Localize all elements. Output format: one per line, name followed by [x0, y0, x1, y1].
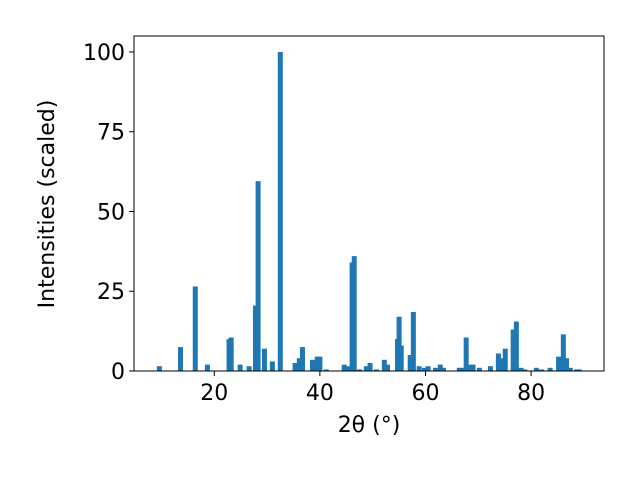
bar — [463, 337, 469, 371]
x-tick-label: 40 — [306, 381, 334, 406]
bar — [277, 51, 283, 371]
bar — [351, 256, 357, 371]
y-axis-label: Intensities (scaled) — [35, 100, 60, 309]
bar — [296, 358, 302, 371]
bar — [384, 364, 390, 371]
bar — [437, 364, 443, 371]
bar — [410, 311, 416, 371]
bar — [381, 359, 387, 371]
bar — [470, 364, 476, 371]
bar — [476, 367, 482, 371]
y-tick-label: 25 — [97, 280, 125, 305]
x-tick-label: 80 — [517, 381, 545, 406]
bar — [466, 364, 472, 371]
bar — [560, 334, 566, 371]
bar — [495, 353, 501, 371]
bar — [539, 369, 545, 371]
bar — [522, 369, 528, 371]
bar — [487, 366, 493, 371]
bar — [228, 337, 234, 371]
bar — [363, 366, 369, 371]
bar — [252, 305, 258, 371]
bar — [314, 356, 320, 371]
bar — [292, 363, 298, 371]
bar — [396, 316, 402, 371]
bar — [556, 356, 562, 371]
y-tick-label: 100 — [83, 41, 125, 66]
bar — [246, 366, 252, 371]
bar — [518, 367, 524, 371]
bar — [574, 369, 580, 371]
bar — [192, 286, 198, 371]
bar — [156, 366, 162, 371]
bar — [564, 358, 570, 371]
bar — [421, 367, 427, 371]
bar — [269, 361, 275, 371]
y-tick-label: 75 — [97, 121, 125, 146]
bar — [576, 369, 582, 371]
bar — [204, 364, 210, 371]
bar — [513, 321, 519, 371]
bar — [367, 363, 373, 371]
bar — [341, 364, 347, 371]
bar — [456, 367, 462, 371]
bar — [502, 348, 508, 371]
x-tick-label: 60 — [412, 381, 440, 406]
bar — [567, 367, 573, 371]
bar — [255, 181, 261, 371]
bar — [459, 367, 465, 371]
bar — [317, 356, 323, 371]
bar — [261, 348, 267, 371]
bar — [356, 369, 362, 371]
bar — [499, 358, 505, 371]
bar — [440, 367, 446, 371]
bar — [425, 366, 431, 371]
bar — [309, 359, 315, 371]
bar — [416, 366, 422, 371]
y-tick-label: 50 — [97, 200, 125, 225]
x-tick-label: 20 — [200, 381, 228, 406]
bar — [299, 347, 305, 371]
bar — [510, 329, 516, 371]
bar — [177, 347, 183, 371]
plot-frame — [133, 35, 605, 372]
bar — [373, 369, 379, 371]
y-tick-label: 0 — [111, 360, 125, 385]
bar — [533, 367, 539, 371]
bar — [345, 366, 351, 371]
x-axis-label: 2θ (°) — [338, 413, 401, 438]
bar — [398, 345, 404, 371]
bar — [407, 355, 413, 371]
bar — [433, 367, 439, 371]
bar — [323, 369, 329, 371]
bar — [547, 367, 553, 371]
bar — [237, 364, 243, 371]
